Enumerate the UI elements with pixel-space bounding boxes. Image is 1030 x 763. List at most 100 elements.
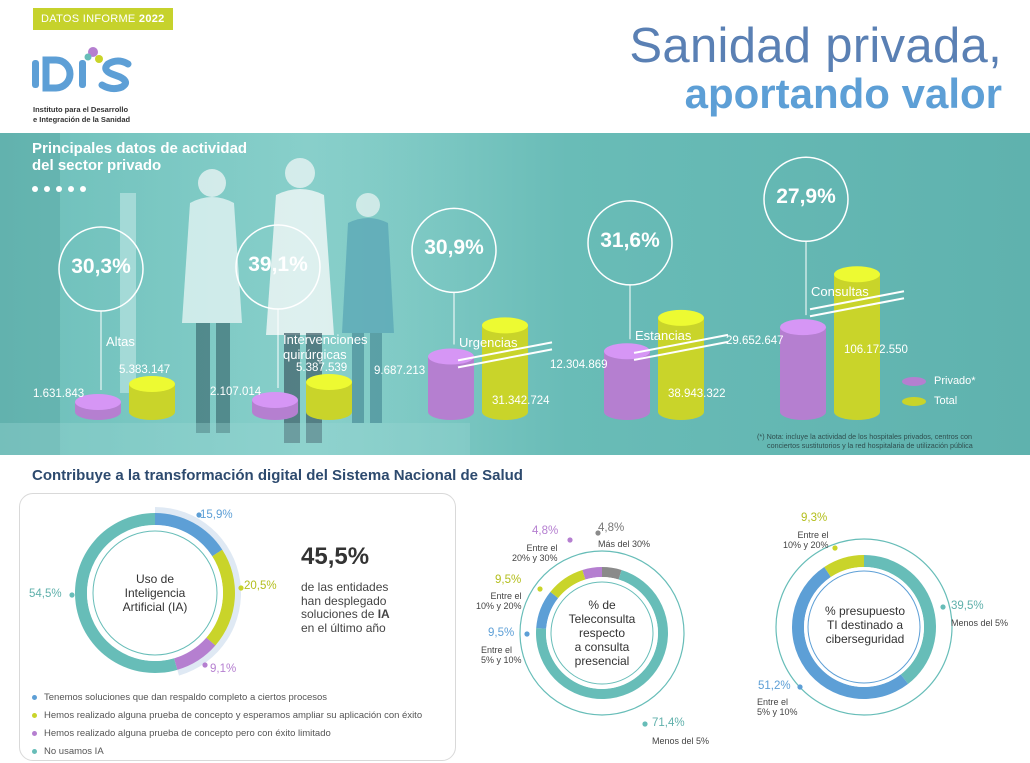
- activity-bar-chart: [58, 156, 905, 420]
- hero-dots: [32, 179, 92, 197]
- total-value-label: 31.342.724: [492, 395, 550, 408]
- pct-value-3: 31,6%: [600, 228, 660, 252]
- legend-total: Total: [902, 395, 976, 407]
- page-title-line2: aportando valor: [684, 70, 1002, 117]
- tele-pct-9-5a: 9,5%: [488, 627, 515, 639]
- ia-legend: Tenemos soluciones que dan respaldo comp…: [32, 688, 422, 760]
- ciber-pct-39: 39,5%: [951, 600, 984, 612]
- privado-bar-2-top: [428, 348, 474, 365]
- break-mark-4: [809, 290, 905, 311]
- total-bar-3-top: [658, 309, 704, 326]
- privado-bar-2: [428, 356, 474, 420]
- total-bar-2-top: [482, 317, 528, 334]
- tele-label-9-5a: Entre el 5% y 10%: [481, 645, 522, 665]
- break-mark-4: [809, 297, 905, 318]
- legend-privado: Privado*: [902, 375, 976, 387]
- ia-slice-0: [155, 513, 223, 557]
- ia-hole: [87, 525, 223, 661]
- ia-donut-center: Uso de Inteligencia Artificial (IA): [122, 572, 188, 614]
- tele-outer-ring: [519, 550, 685, 716]
- break-mark-2: [457, 341, 553, 362]
- pct-value-2: 30,9%: [424, 236, 484, 260]
- tele-label-9-5b: Entre el 10% y 20%: [476, 591, 522, 611]
- tele-slice-3: [550, 569, 586, 599]
- label-dot-4: [642, 721, 648, 727]
- privado-value-label: 2.107.014: [210, 386, 262, 398]
- total-bar-3: [658, 317, 704, 420]
- ciber-slice-2: [824, 555, 864, 577]
- tele-slice-0: [602, 567, 622, 580]
- ciber-hole: [804, 567, 924, 687]
- ia-slice-1: [206, 549, 235, 646]
- ia-legend-item: Hemos realizado alguna prueba de concept…: [32, 724, 422, 742]
- tele-pct-4-8a: 4,8%: [532, 525, 559, 537]
- label-dot-5: [524, 631, 530, 637]
- break-mark-3: [633, 340, 729, 361]
- ia-pct-green: 20,5%: [244, 580, 277, 592]
- break-mark-3: [633, 333, 729, 354]
- badge-text: DATOS INFORME: [41, 13, 139, 25]
- privado-bar-3-top: [604, 343, 650, 360]
- tele-pct-71: 71,4%: [652, 717, 685, 729]
- total-bar-4-top: [834, 266, 880, 283]
- total-bar-4: [834, 274, 880, 420]
- hero-footnote: (*) Nota: incluye la actividad de los ho…: [757, 432, 973, 450]
- report-badge: DATOS INFORME 2022: [33, 8, 173, 30]
- label-dot-8: [595, 530, 601, 536]
- ia-pct-blue: 15,9%: [200, 509, 233, 521]
- privado-value-label: 29.652.647: [726, 335, 784, 348]
- category-label-3: Estancias: [635, 327, 692, 343]
- category-label-2: Urgencias: [459, 335, 518, 351]
- ia-inner-ring: [92, 530, 218, 656]
- tele-label-71: Menos del 5%: [652, 736, 710, 746]
- ciber-outer-ring: [775, 538, 953, 716]
- label-dot-2: [202, 662, 208, 668]
- ciber-pct-9-3: 9,3%: [801, 512, 828, 524]
- label-dot-3: [69, 592, 75, 598]
- tele-label-4-8a: Entre el 20% y 30%: [512, 543, 558, 563]
- ciber-pct-51: 51,2%: [758, 680, 791, 692]
- pct-value-1: 39,1%: [248, 253, 308, 276]
- ia-highlight-value: 45,5%: [301, 543, 370, 570]
- total-bar-1: [306, 382, 352, 420]
- ciber-slice-1: [792, 566, 909, 699]
- privado-bar-4-top: [780, 319, 826, 336]
- ciber-label-9-3: Entre el 10% y 20%: [783, 530, 829, 550]
- label-dot-6: [537, 586, 543, 592]
- privado-bar-1-top: [252, 392, 298, 408]
- ia-pct-teal: 54,5%: [29, 588, 62, 600]
- privado-value-label: 1.631.843: [33, 388, 85, 400]
- total-bar-1-top: [306, 374, 352, 390]
- label-dot-7: [567, 537, 573, 543]
- tele-inner-ring: [550, 581, 654, 685]
- category-label-4: Consultas: [811, 284, 869, 300]
- ia-highlight-desc: de las entidades han desplegado solucion…: [301, 580, 390, 635]
- ciber-slice-0: [864, 555, 936, 684]
- total-bar-0: [129, 384, 175, 420]
- break-mark-2: [457, 348, 553, 369]
- total-value-label: 38.943.322: [668, 387, 726, 400]
- digital-section-title: Contribuye a la transformación digital d…: [32, 467, 523, 484]
- label-dot-10: [797, 684, 803, 690]
- badge-year: 2022: [138, 13, 165, 25]
- tele-hole: [546, 577, 658, 689]
- tele-pct-9-5b: 9,5%: [495, 574, 522, 586]
- activity-hero-band: Principales datos de actividad del secto…: [0, 133, 1030, 455]
- ia-legend-item: Tenemos soluciones que dan respaldo comp…: [32, 688, 422, 706]
- total-value-label: 5.383.147: [119, 364, 171, 376]
- ciber-donut-center: % presupuesto TI destinado a ciberseguri…: [824, 604, 906, 646]
- privado-bar-3: [604, 351, 650, 420]
- label-dot-11: [832, 545, 838, 551]
- ciber-label-51: Entre el 5% y 10%: [757, 697, 798, 717]
- ia-pct-purple: 9,1%: [210, 663, 237, 675]
- ia-legend-item: Hemos realizado alguna prueba de concept…: [32, 706, 422, 724]
- pct-value-4: 27,9%: [776, 185, 836, 209]
- ia-legend-item: No usamos IA: [32, 742, 422, 760]
- tele-slice-4: [582, 567, 602, 580]
- total-value-label: 5.387.539: [296, 362, 348, 374]
- page-title-line1: Sanidad privada,: [629, 19, 1002, 73]
- label-dot-1: [238, 585, 244, 591]
- medical-staff-photo-icon: [0, 133, 470, 455]
- hero-legend: Privado* Total: [902, 375, 976, 415]
